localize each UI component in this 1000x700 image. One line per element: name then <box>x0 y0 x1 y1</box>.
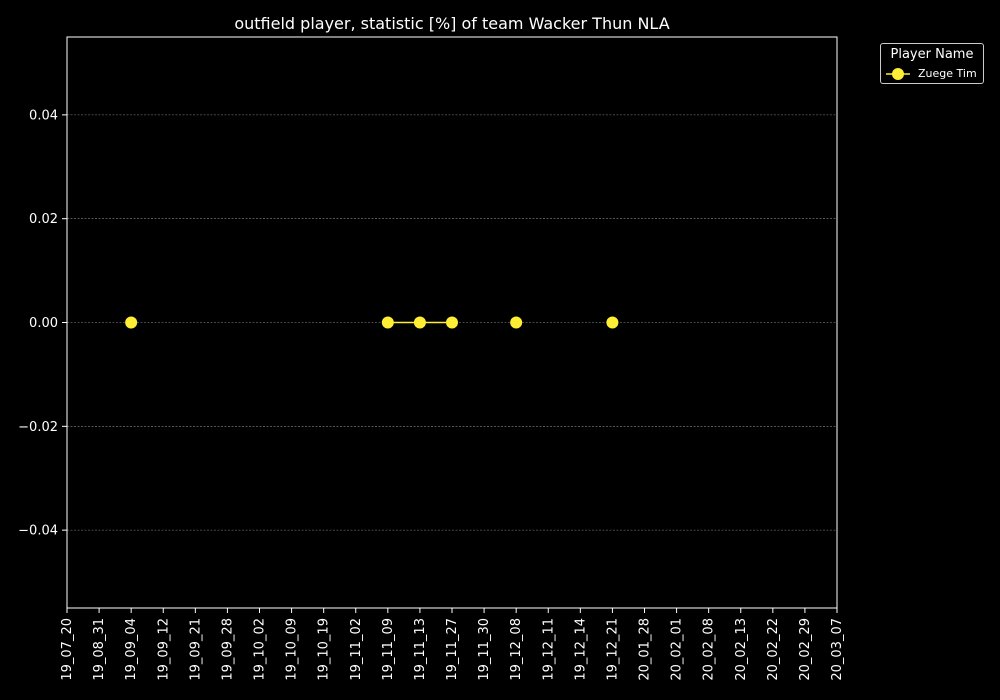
legend-entry: Zuege Tim <box>885 67 985 81</box>
y-tick-label: −0.02 <box>18 420 58 435</box>
x-tick-label: 19_12_21 <box>605 618 620 681</box>
data-point <box>606 316 619 329</box>
data-point <box>125 316 138 329</box>
y-tick-label: 0.00 <box>29 316 58 331</box>
plot-frame <box>66 36 838 609</box>
x-tick-label: 20_01_28 <box>638 618 653 681</box>
x-tick-label: 19_09_21 <box>188 618 203 681</box>
legend-label: Zuege Tim <box>918 67 977 80</box>
x-tick-label: 19_11_30 <box>477 618 492 681</box>
data-point <box>510 316 523 329</box>
x-axis: 19_07_20 19_08_31 19_09_04 19_09_12 19_09_21… <box>60 608 845 681</box>
x-tick-label: 20_02_13 <box>734 618 749 681</box>
y-tick-label: −0.04 <box>18 524 58 539</box>
x-tick-label: 19_09_04 <box>124 618 139 681</box>
y-tick-label: 0.02 <box>29 212 58 227</box>
x-tick-label: 19_12_11 <box>541 618 556 681</box>
legend-marker <box>886 68 910 80</box>
x-tick-label: 19_10_19 <box>317 618 332 681</box>
x-tick-label: 20_02_29 <box>798 618 813 681</box>
x-tick-label: 19_08_31 <box>92 618 107 681</box>
x-tick-label: 19_10_09 <box>285 618 300 681</box>
series-layer <box>125 316 619 329</box>
data-point <box>446 316 458 329</box>
y-axis: 0.04 0.02 0.00 −0.02 −0.04 <box>18 108 67 539</box>
data-point <box>413 316 426 329</box>
x-tick-label: 20_03_07 <box>830 618 845 681</box>
x-tick-label: 19_11_02 <box>349 618 364 681</box>
x-tick-label: 20_02_08 <box>702 618 717 681</box>
x-tick-label: 19_09_28 <box>220 618 235 681</box>
legend: Player Name Zuege Tim <box>880 43 984 84</box>
x-tick-label: 20_02_01 <box>670 618 685 681</box>
x-tick-label: 19_11_13 <box>413 618 428 681</box>
x-tick-label: 19_12_14 <box>573 618 588 681</box>
x-tick-label: 19_12_08 <box>509 618 524 681</box>
chart-title: outfield player, statistic [%] of team W… <box>234 14 669 33</box>
x-tick-label: 19_11_27 <box>445 618 460 681</box>
legend-title: Player Name <box>890 47 974 62</box>
x-tick-label: 19_09_12 <box>156 618 171 681</box>
x-tick-label: 20_02_22 <box>766 618 781 681</box>
y-tick-label: 0.04 <box>29 108 58 123</box>
x-tick-label: 19_11_09 <box>381 618 396 681</box>
x-tick-label: 19_07_20 <box>60 618 75 681</box>
x-tick-label: 19_10_02 <box>253 618 268 681</box>
data-point <box>381 316 394 329</box>
